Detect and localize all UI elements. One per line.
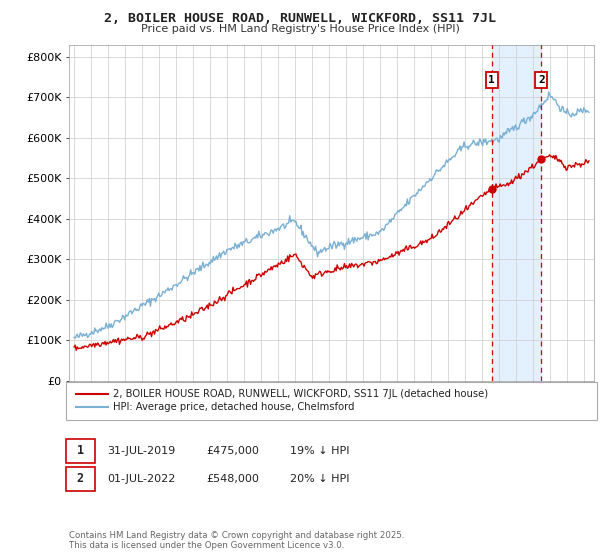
Text: 20% ↓ HPI: 20% ↓ HPI (290, 474, 349, 484)
Text: £475,000: £475,000 (206, 446, 259, 456)
Bar (492, 45, 541, 381)
Text: 1: 1 (77, 444, 84, 458)
Text: 31-JUL-2019: 31-JUL-2019 (107, 446, 175, 456)
Text: 2, BOILER HOUSE ROAD, RUNWELL, WICKFORD, SS11 7JL: 2, BOILER HOUSE ROAD, RUNWELL, WICKFORD,… (104, 12, 496, 25)
Text: HPI: Average price, detached house, Chelmsford: HPI: Average price, detached house, Chel… (113, 402, 354, 412)
Text: Contains HM Land Registry data © Crown copyright and database right 2025.
This d: Contains HM Land Registry data © Crown c… (69, 530, 404, 550)
Text: £548,000: £548,000 (206, 474, 259, 484)
Text: 1: 1 (488, 75, 495, 85)
Text: 2: 2 (77, 472, 84, 486)
Text: 2: 2 (538, 75, 545, 85)
Text: Price paid vs. HM Land Registry's House Price Index (HPI): Price paid vs. HM Land Registry's House … (140, 24, 460, 34)
Text: 2, BOILER HOUSE ROAD, RUNWELL, WICKFORD, SS11 7JL (detached house): 2, BOILER HOUSE ROAD, RUNWELL, WICKFORD,… (113, 389, 488, 399)
Text: 19% ↓ HPI: 19% ↓ HPI (290, 446, 349, 456)
Text: 01-JUL-2022: 01-JUL-2022 (107, 474, 175, 484)
